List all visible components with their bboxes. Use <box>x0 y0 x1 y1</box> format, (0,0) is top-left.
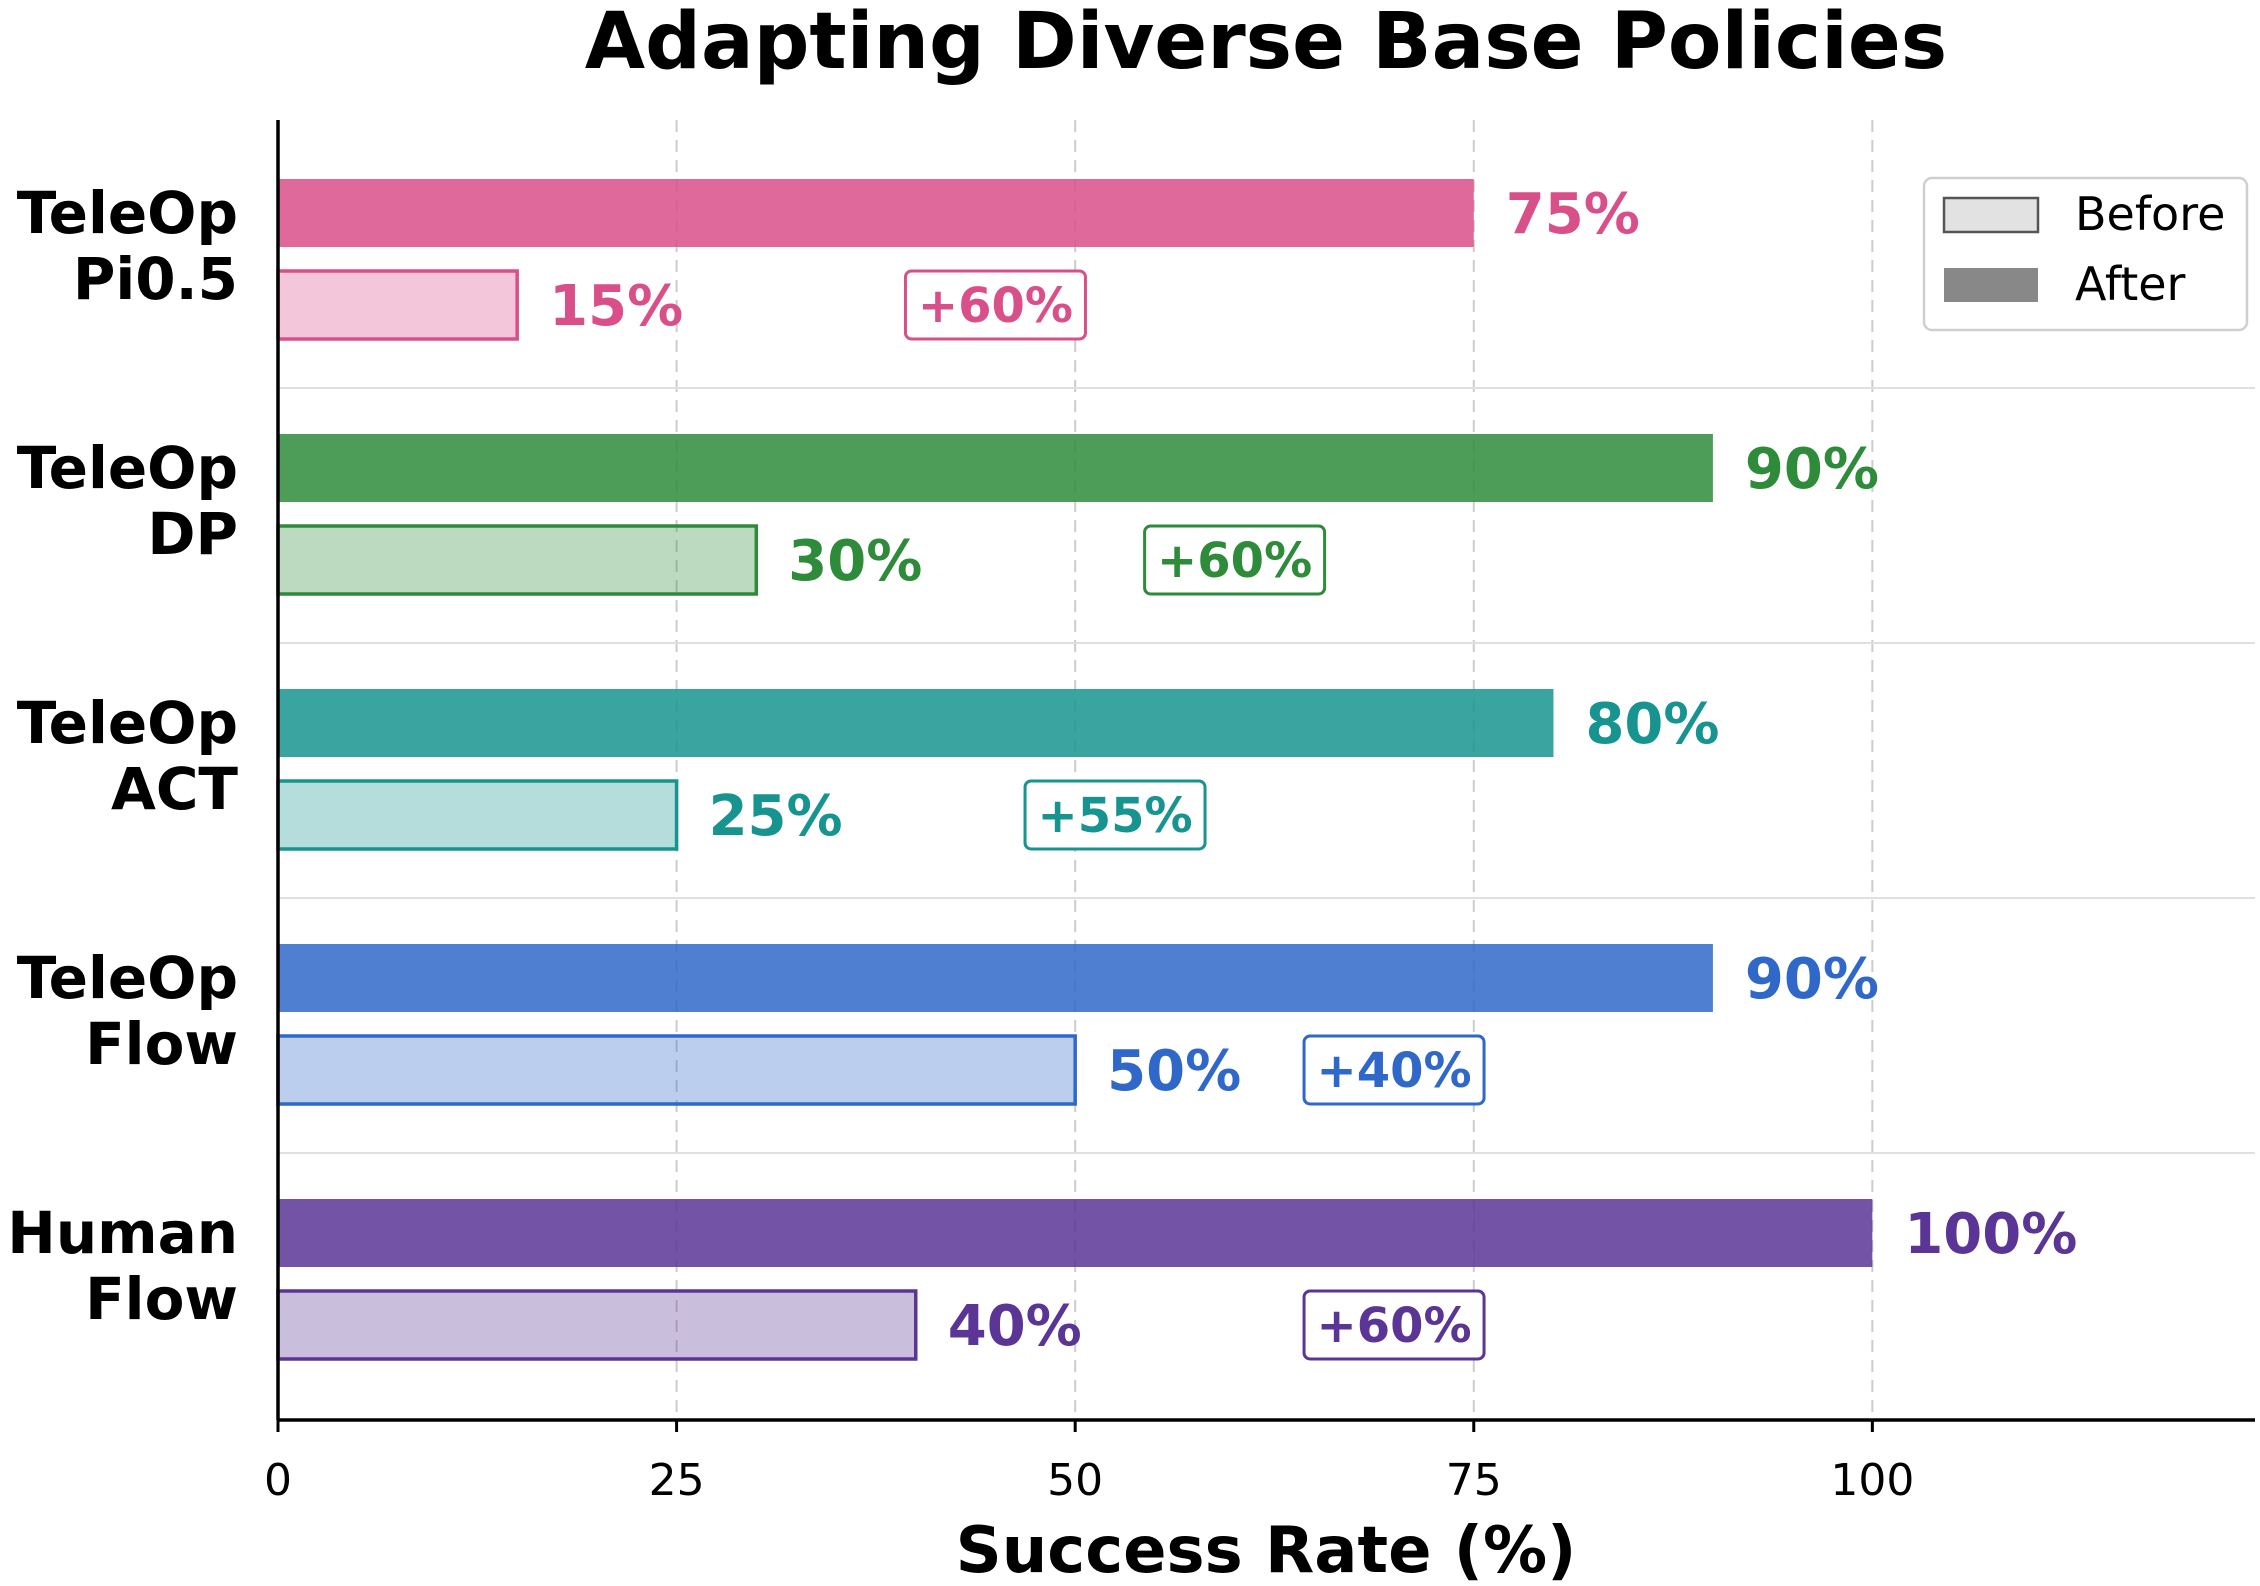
legend-swatch-after <box>1944 268 2038 302</box>
value-label-after: 100% <box>1904 1202 2077 1267</box>
value-label-before: 50% <box>1107 1039 1241 1104</box>
bar-before <box>276 779 679 851</box>
delta-box <box>1143 524 1327 596</box>
delta-label: +60% <box>1157 533 1312 589</box>
bar-after <box>278 689 1554 757</box>
legend-label-after: After <box>2075 257 2186 311</box>
value-label-before: 15% <box>549 274 683 339</box>
value-label-after: 75% <box>1506 182 1640 247</box>
delta-label: +55% <box>1037 788 1192 844</box>
delta-box <box>1023 779 1207 851</box>
value-label-before: 25% <box>709 784 843 849</box>
x-tick-label: 50 <box>1047 1455 1103 1506</box>
delta-label: +40% <box>1316 1043 1471 1099</box>
delta-label: +60% <box>918 278 1073 334</box>
category-label-line1: TeleOp <box>17 434 238 502</box>
category-label-line2: Pi0.5 <box>73 245 238 313</box>
category-label-line2: Flow <box>85 1010 238 1078</box>
category-label-line1: TeleOp <box>17 944 238 1012</box>
delta-box <box>1302 1034 1486 1106</box>
bar-after <box>278 434 1713 502</box>
delta-box <box>903 269 1087 341</box>
axes-layer: TeleOpPi0.5TeleOpDPTeleOpACTTeleOpFlowHu… <box>7 120 2255 1506</box>
value-label-before: 30% <box>788 529 922 594</box>
bar-after <box>278 179 1474 247</box>
value-label-after: 90% <box>1745 437 1879 502</box>
bar-before <box>276 1034 1077 1106</box>
value-label-after: 90% <box>1745 947 1879 1012</box>
bar-before <box>276 269 519 341</box>
legend-label-before: Before <box>2075 187 2225 241</box>
value-label-before: 40% <box>948 1294 1082 1359</box>
legend-swatch-before <box>1942 196 2040 234</box>
legend: Before After <box>1922 176 2249 332</box>
x-tick-label: 25 <box>649 1455 705 1506</box>
value-label-after: 80% <box>1585 692 1719 757</box>
x-tick-label: 100 <box>1830 1455 1914 1506</box>
bar-before <box>276 1289 918 1361</box>
category-label-line2: DP <box>147 500 238 568</box>
x-tick-label: 0 <box>264 1455 292 1506</box>
category-label-line1: TeleOp <box>17 689 238 757</box>
x-axis-label: Success Rate (%) <box>956 1514 1577 1586</box>
delta-box <box>1302 1289 1486 1361</box>
category-label-line1: Human <box>7 1199 238 1267</box>
category-label-line2: Flow <box>85 1265 238 1333</box>
bar-after <box>278 1199 1873 1267</box>
category-label-line2: ACT <box>111 755 238 823</box>
x-tick-label: 75 <box>1446 1455 1502 1506</box>
delta-label: +60% <box>1316 1298 1471 1354</box>
bar-after <box>278 944 1713 1012</box>
category-label-line1: TeleOp <box>17 179 238 247</box>
chart-title: Adapting Diverse Base Policies <box>585 0 1948 87</box>
bar-before <box>276 524 759 596</box>
bars-layer: 75% 15% +60% 90% 30% +60% 80% 25% +55% 90% 50% +40%… <box>276 179 2077 1361</box>
